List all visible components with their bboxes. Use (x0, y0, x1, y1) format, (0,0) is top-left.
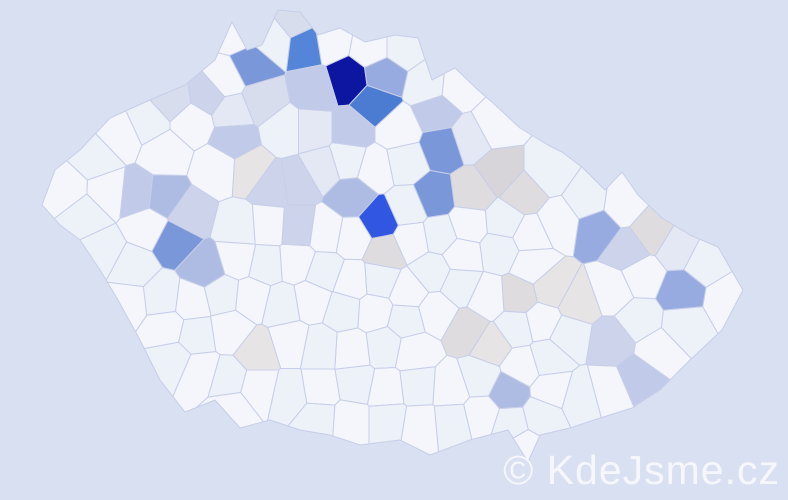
district-region[interactable] (273, 9, 313, 39)
district-region[interactable] (660, 306, 719, 360)
district-region[interactable] (300, 368, 341, 406)
district-region[interactable] (368, 403, 408, 445)
district-region[interactable] (207, 124, 262, 160)
district-region[interactable] (229, 46, 287, 87)
district-region[interactable] (441, 67, 487, 114)
district-region[interactable] (401, 58, 445, 107)
district-region[interactable] (195, 392, 264, 429)
district-region[interactable] (400, 404, 440, 456)
district-region[interactable] (332, 399, 370, 446)
district-region[interactable] (522, 396, 572, 437)
district-region[interactable] (399, 366, 436, 407)
district-region[interactable] (334, 327, 371, 370)
district-region[interactable] (251, 203, 285, 247)
district-region[interactable] (309, 201, 344, 254)
district-region[interactable] (135, 311, 185, 350)
watermark: © KdeJsme.cz (503, 447, 780, 493)
